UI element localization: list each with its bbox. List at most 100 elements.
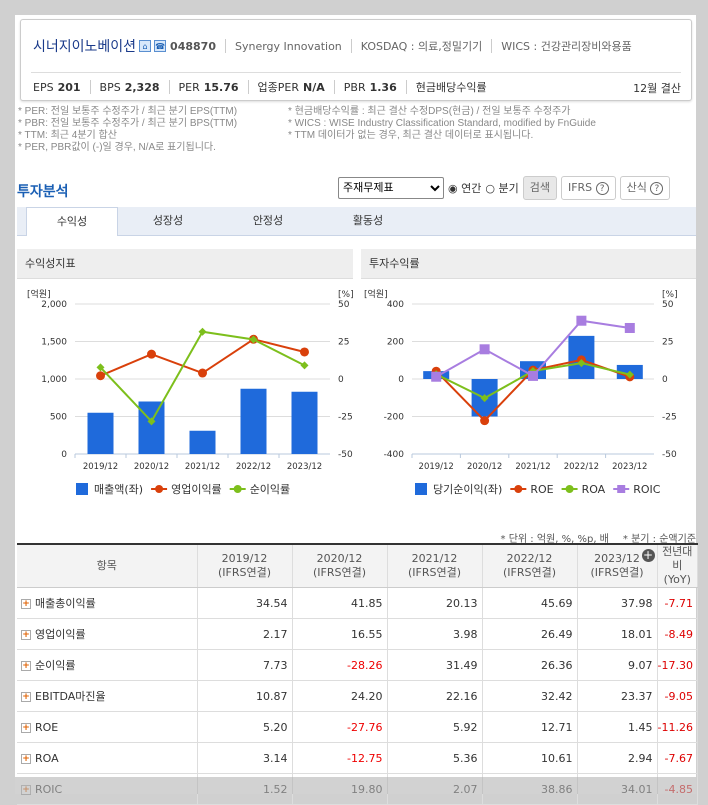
legend-item[interactable]: 영업이익률 bbox=[151, 483, 222, 496]
scroll-overlay bbox=[15, 777, 696, 794]
header-yoy: 전년대비 (YoY) bbox=[657, 544, 698, 588]
metric-2: PER 15.76 bbox=[178, 80, 239, 94]
row-label: 순이익률 bbox=[35, 659, 76, 672]
y-left-tick: -200 bbox=[384, 413, 405, 423]
tab-growth[interactable]: 성장성 bbox=[152, 214, 184, 227]
cell-value: 7.73 bbox=[197, 649, 293, 681]
legend-item[interactable]: ROIC bbox=[613, 483, 661, 496]
bar bbox=[189, 430, 216, 454]
cell-yoy: -7.71 bbox=[657, 587, 698, 619]
y-left-tick: 200 bbox=[387, 338, 404, 348]
cell-value: 26.36 bbox=[482, 649, 578, 681]
cell-value: 45.69 bbox=[482, 587, 578, 619]
legend-item[interactable]: ROA bbox=[561, 483, 606, 496]
expand-row-icon[interactable]: + bbox=[21, 722, 31, 733]
note-line: * PBR: 전일 보통주 수정주가 / 최근 분기 BPS(TTM) bbox=[18, 118, 238, 129]
y-right-tick: -25 bbox=[338, 413, 353, 423]
radio-quarter[interactable]: ○ 분기 bbox=[485, 182, 519, 195]
tab-profitability[interactable]: 수익성 bbox=[26, 207, 118, 236]
svg-text:당기순이익(좌): 당기순이익(좌) bbox=[433, 483, 502, 496]
ifrs-help-button[interactable]: IFRS ? bbox=[560, 176, 616, 200]
svg-text:영업이익률: 영업이익률 bbox=[171, 483, 222, 496]
expand-row-icon[interactable]: + bbox=[21, 692, 31, 702]
legend-item[interactable]: 매출액(좌) bbox=[76, 483, 143, 496]
point bbox=[147, 349, 156, 359]
table-row: + 매출총이익률 34.54 41.85 20.13 45.69 37.98 -7.71 bbox=[17, 587, 698, 619]
header-period: 2023/12 (IFRS연결) + bbox=[577, 544, 658, 588]
cell-yoy: -17.30 bbox=[657, 649, 698, 681]
point bbox=[577, 359, 586, 368]
bar bbox=[138, 401, 165, 454]
page: 시너지이노베이션 ⌂ ☎ 048870 Synergy Innovation K… bbox=[15, 15, 698, 805]
expand-plus-icon[interactable]: + bbox=[641, 548, 655, 562]
notes: * PER: 전일 보통주 수정주가 / 최근 분기 EPS(TTM) * PBR… bbox=[18, 106, 694, 154]
y-right-unit: [%] bbox=[338, 290, 354, 300]
svg-text:ROE: ROE bbox=[530, 483, 553, 496]
section-title: 투자분석 bbox=[17, 184, 69, 200]
english-name: Synergy Innovation bbox=[234, 39, 342, 53]
question-icon: ? bbox=[595, 182, 609, 195]
expand-row-icon[interactable]: + bbox=[21, 630, 31, 640]
point bbox=[300, 361, 309, 370]
x-tick: 2021/12 bbox=[515, 462, 550, 472]
x-tick: 2021/12 bbox=[185, 462, 220, 472]
y-left-tick: 400 bbox=[387, 300, 404, 310]
y-right-tick: 25 bbox=[338, 338, 349, 348]
units-note: * 단위 : 억원, %, %p, 배 bbox=[500, 534, 609, 545]
bar bbox=[240, 388, 267, 454]
search-button[interactable]: 검색 bbox=[522, 176, 557, 200]
point bbox=[300, 347, 309, 357]
x-tick: 2023/12 bbox=[287, 462, 322, 472]
cell-yoy: -7.67 bbox=[657, 742, 698, 774]
metrics-row: EPS 201 BPS 2,328 PER 15.76 업종PER N/A PBR 1.36 현금배… bbox=[33, 79, 487, 95]
point bbox=[528, 370, 538, 381]
expand-row-icon[interactable]: + bbox=[21, 661, 31, 671]
phone-icon[interactable]: ☎ bbox=[154, 40, 167, 52]
legend-item[interactable]: 당기순이익(좌) bbox=[415, 483, 502, 496]
cell-value: 31.49 bbox=[387, 649, 483, 681]
radio-annual[interactable]: ◉ 연간 bbox=[448, 182, 482, 195]
point bbox=[625, 370, 634, 379]
home-icon[interactable]: ⌂ bbox=[139, 40, 152, 52]
cell-value: 5.20 bbox=[197, 711, 293, 743]
cell-value: 1.45 bbox=[577, 711, 658, 743]
cell-value: -12.75 bbox=[292, 742, 388, 774]
legend-item[interactable]: 순이익률 bbox=[229, 483, 290, 496]
y-right-tick: -50 bbox=[338, 450, 353, 460]
cell-value: 20.13 bbox=[387, 587, 483, 619]
cell-value: 18.01 bbox=[577, 618, 658, 650]
table-row: + 영업이익률 2.17 16.55 3.98 26.49 18.01 -8.49 bbox=[17, 618, 698, 650]
x-tick: 2022/12 bbox=[564, 462, 599, 472]
y-right-unit: [%] bbox=[662, 290, 678, 300]
tab-activity[interactable]: 활동성 bbox=[352, 214, 384, 227]
cell-value: 2.17 bbox=[197, 618, 293, 650]
y-left-tick: 1,500 bbox=[41, 338, 67, 348]
cell-value: 2.94 bbox=[577, 742, 658, 774]
x-tick: 2019/12 bbox=[419, 462, 454, 472]
cell-value: 3.98 bbox=[387, 618, 483, 650]
formula-help-button[interactable]: 산식 ? bbox=[619, 176, 671, 200]
metric-0: EPS 201 bbox=[33, 80, 81, 94]
market-sector: KOSDAQ : 의료,정밀기기 bbox=[360, 40, 483, 53]
legend-item[interactable]: ROE bbox=[510, 483, 554, 496]
header-period: 2022/12 (IFRS연결) bbox=[482, 544, 578, 588]
expand-row-icon[interactable]: + bbox=[21, 753, 31, 764]
table-row: + ROA 3.14 -12.75 5.36 10.61 2.94 -7.67 bbox=[17, 742, 698, 774]
svg-text:ROIC: ROIC bbox=[633, 483, 661, 496]
note-line: * WICS : WISE Industry Classification St… bbox=[288, 118, 596, 129]
cell-value: 10.61 bbox=[482, 742, 578, 774]
statement-select[interactable]: 주재무제표 bbox=[338, 177, 444, 199]
y-right-tick: 0 bbox=[338, 375, 344, 385]
x-tick: 2020/12 bbox=[134, 462, 169, 472]
svg-text:ROA: ROA bbox=[582, 483, 606, 496]
y-left-tick: 1,000 bbox=[41, 375, 67, 385]
note-line: * 현금배당수익률 : 최근 결산 수정DPS(현금) / 전일 보통주 수정주… bbox=[288, 106, 571, 117]
row-label: EBITDA마진율 bbox=[35, 690, 106, 703]
tab-stability[interactable]: 안정성 bbox=[252, 214, 284, 227]
expand-row-icon[interactable]: + bbox=[21, 599, 31, 609]
cell-value: 16.55 bbox=[292, 618, 388, 650]
point bbox=[480, 416, 490, 426]
x-tick: 2022/12 bbox=[236, 462, 271, 472]
stock-code: 048870 bbox=[170, 39, 216, 53]
